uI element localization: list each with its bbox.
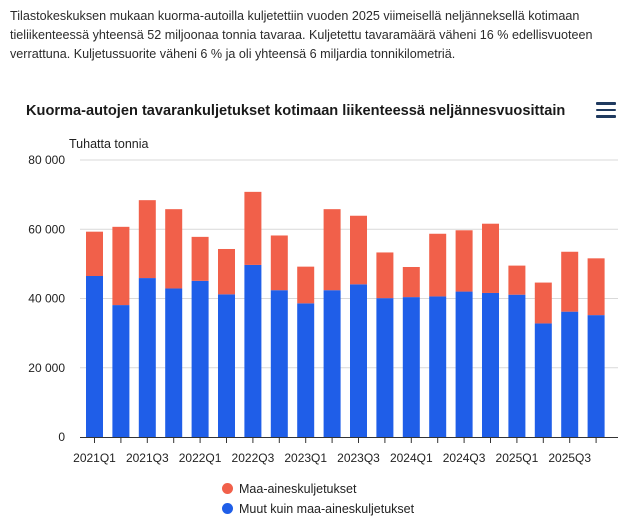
chart-title: Kuorma-autojen tavarankuljetukset kotima…	[26, 103, 566, 119]
x-tick-label: 2023Q3	[337, 451, 380, 465]
bar-muut-2022Q3[interactable]	[244, 264, 262, 437]
x-tick-label: 2021Q3	[126, 451, 169, 465]
bar-muut-2025Q2[interactable]	[534, 323, 552, 437]
bar-muut-2024Q1[interactable]	[402, 297, 420, 437]
bar-muut-2025Q3[interactable]	[561, 311, 579, 437]
bar-muut-2023Q4[interactable]	[376, 298, 394, 437]
bar-maa-2021Q1[interactable]	[86, 231, 103, 276]
bar-maa-2023Q4[interactable]	[376, 252, 394, 299]
bar-maa-2022Q4[interactable]	[270, 235, 288, 291]
bar-muut-2023Q1[interactable]	[297, 303, 315, 437]
bar-muut-2024Q2[interactable]	[429, 296, 447, 437]
y-tick-label: 0	[58, 430, 65, 444]
bar-maa-2021Q4[interactable]	[165, 209, 183, 289]
bar-muut-2022Q4[interactable]	[270, 290, 288, 437]
bar-maa-2025Q4[interactable]	[587, 258, 605, 316]
x-tick-label: 2022Q3	[232, 451, 275, 465]
bar-muut-2021Q1[interactable]	[86, 275, 103, 437]
x-tick-label: 2025Q3	[548, 451, 591, 465]
bar-maa-2025Q2[interactable]	[534, 282, 552, 324]
bar-maa-2021Q2[interactable]	[112, 226, 130, 306]
x-tick-label: 2023Q1	[284, 451, 327, 465]
bar-maa-2023Q2[interactable]	[323, 209, 341, 291]
x-tick-label: 2024Q3	[443, 451, 486, 465]
bar-muut-2021Q3[interactable]	[138, 278, 156, 437]
bar-maa-2025Q3[interactable]	[561, 251, 579, 312]
legend-marker	[222, 503, 233, 514]
bar-maa-2023Q1[interactable]	[297, 266, 315, 304]
legend-label: Maa-aineskuljetukset	[239, 482, 357, 496]
hamburger-menu-icon[interactable]	[596, 102, 616, 118]
bar-maa-2022Q3[interactable]	[244, 191, 262, 265]
bar-maa-2024Q2[interactable]	[429, 233, 447, 297]
x-tick-label: 2025Q1	[496, 451, 539, 465]
bar-maa-2024Q1[interactable]	[402, 266, 420, 298]
x-tick-label: 2024Q1	[390, 451, 433, 465]
legend-marker	[222, 483, 233, 494]
bar-muut-2021Q2[interactable]	[112, 305, 130, 437]
legend-label: Muut kuin maa-aineskuljetukset	[239, 502, 415, 516]
bar-maa-2024Q3[interactable]	[455, 230, 473, 292]
y-tick-label: 80 000	[28, 153, 65, 167]
y-axis-label: Tuhatta tonnia	[69, 137, 149, 151]
bar-muut-2023Q3[interactable]	[350, 284, 367, 437]
y-tick-label: 20 000	[28, 361, 65, 375]
bar-muut-2022Q2[interactable]	[218, 294, 235, 437]
bar-muut-2022Q1[interactable]	[191, 280, 209, 437]
bar-muut-2025Q1[interactable]	[508, 294, 526, 437]
bar-muut-2024Q3[interactable]	[455, 291, 473, 437]
bar-maa-2024Q4[interactable]	[482, 223, 499, 293]
bar-maa-2025Q1[interactable]	[508, 265, 526, 295]
x-tick-label: 2021Q1	[73, 451, 116, 465]
bar-maa-2022Q1[interactable]	[191, 236, 209, 281]
bar-maa-2023Q3[interactable]	[350, 215, 367, 285]
bar-muut-2025Q4[interactable]	[587, 315, 605, 437]
y-tick-label: 60 000	[28, 222, 65, 236]
bar-maa-2022Q2[interactable]	[218, 248, 235, 295]
y-tick-label: 40 000	[28, 292, 65, 306]
intro-paragraph: Tilastokeskuksen mukaan kuorma-autoilla …	[10, 9, 593, 61]
bar-maa-2021Q3[interactable]	[138, 200, 156, 279]
bar-muut-2024Q4[interactable]	[482, 292, 499, 437]
x-tick-label: 2022Q1	[179, 451, 222, 465]
bar-muut-2021Q4[interactable]	[165, 288, 183, 437]
bar-muut-2023Q2[interactable]	[323, 290, 341, 437]
